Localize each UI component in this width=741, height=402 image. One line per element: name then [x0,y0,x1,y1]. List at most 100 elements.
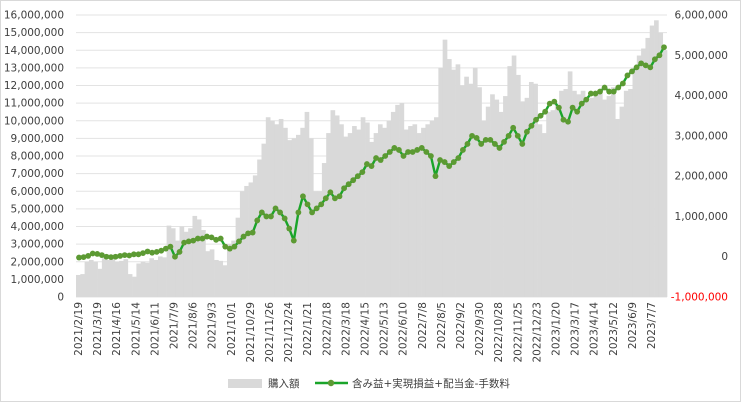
line-marker [505,132,512,139]
bar [93,261,98,297]
right-axis-tick-label: 5,000,000 [675,50,728,62]
bar [136,263,142,297]
bar [145,262,150,297]
line-marker [254,217,261,224]
line-marker [140,250,146,256]
line-marker [263,213,270,220]
bar [257,159,262,297]
bar [84,261,90,297]
bar [533,83,538,297]
bar [76,274,81,297]
x-axis-tick-label: 2021/10/1 [226,302,238,356]
line-marker [153,248,160,255]
line-marker [108,254,114,261]
x-axis-tick-label: 2022/11/25 [512,302,524,363]
line-marker [642,62,649,69]
line-marker [258,209,265,216]
line-marker [359,169,366,176]
line-marker [85,253,92,259]
bar [369,141,375,297]
line-marker [606,88,613,95]
line-marker [464,141,471,147]
line-marker [528,122,535,129]
right-axis-tick-label: 2,000,000 [675,171,728,183]
bar [360,117,366,297]
x-axis-tick-label: 2022/12/23 [531,302,543,363]
line-marker [322,195,329,202]
bar [175,240,180,297]
line-marker [519,141,526,147]
bar [101,258,107,297]
bar [636,55,642,297]
line-marker [135,251,142,258]
bar [209,249,215,297]
bar [585,101,590,297]
line-marker [400,153,407,159]
line-marker [130,251,137,258]
bar [507,66,513,297]
line-marker [336,193,343,200]
bar [403,129,409,297]
line-marker [597,88,603,95]
line-marker [638,60,645,67]
line-marker [647,64,654,71]
line-marker [578,100,585,107]
left-axis-tick-label: 2,000,000 [11,256,64,268]
line-marker [592,90,599,97]
bar [179,226,185,297]
line-marker [478,141,485,147]
line-marker [172,253,178,260]
bar [283,127,288,297]
bar [654,20,659,297]
bar [334,115,340,298]
bar [308,138,314,297]
bar [459,85,465,297]
bar [343,136,349,297]
bar [516,74,521,297]
bar [222,265,228,297]
line-marker [633,64,640,71]
legend-swatch-bar [228,379,262,388]
line-marker [245,230,252,237]
left-axis-tick-label: 0 [57,292,64,304]
line-marker [501,139,507,145]
bar [632,67,638,297]
bar [494,99,500,297]
bar [511,55,517,297]
x-axis-tick-label: 2021/8/6 [188,302,200,349]
x-axis-tick-label: 2023/7/7 [646,302,658,349]
line-marker [377,157,384,163]
line-marker [318,201,325,208]
bar [490,94,495,297]
line-marker [405,149,411,155]
x-axis-tick-label: 2022/10/28 [493,302,505,363]
bar [265,117,271,297]
right-axis-tick-label: 0 [721,251,728,263]
right-axis-tick-label: 6,000,000 [675,10,728,22]
bar [528,81,534,297]
bar [313,191,318,297]
line-marker [560,116,567,123]
bar [408,126,413,297]
bar [188,228,193,297]
bar [373,133,379,297]
line-marker [112,253,119,260]
x-axis-tick-label: 2023/6/9 [627,302,639,349]
x-axis-tick-label: 2022/1/21 [302,302,314,356]
bar [412,124,418,298]
bar [576,94,582,297]
bar [438,67,444,297]
line-marker [656,52,663,59]
bar [106,259,111,297]
left-axis-tick-label: 16,000,000 [4,10,64,22]
line-marker [437,157,443,163]
x-axis-tick-label: 2023/3/17 [570,302,582,356]
line-marker [428,153,434,159]
bar [567,71,573,298]
bar [537,124,543,298]
bar [244,185,249,297]
line-marker [629,68,635,75]
bar [140,261,146,297]
line-marker [386,149,393,155]
